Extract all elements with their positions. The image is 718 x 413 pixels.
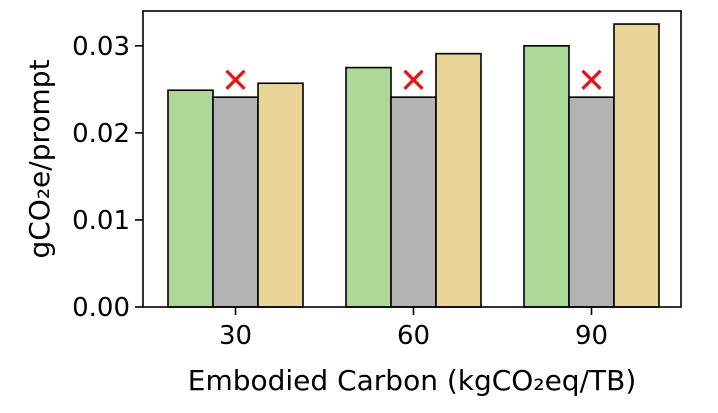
bar-90-series-2 [568,96,615,308]
bar-30-series-1 [167,89,214,308]
y-tick-label: 0.03 [72,32,130,62]
x-tick-label: 30 [219,321,252,351]
markers-layer [225,69,602,90]
bars-layer [167,23,660,308]
bar-90-series-1 [523,45,570,308]
bar-60-series-2 [390,96,437,308]
x-axis-label: Embodied Carbon (kgCO₂eq/TB) [188,364,637,397]
x-tick-label: 60 [397,321,430,351]
x-marker-30 [225,69,246,90]
plot-frame [142,10,682,308]
x-marker-60 [403,69,424,90]
x-tick-label: 90 [575,321,608,351]
y-axis-label: gCO₂e/prompt [23,59,56,258]
y-tick-label: 0.00 [72,293,130,323]
bar-30-series-3 [257,82,304,308]
x-marker-90 [581,69,602,90]
bar-60-series-1 [345,66,392,308]
x-axis: 30 60 90 [219,307,608,351]
y-tick-label: 0.02 [72,119,130,149]
bar-60-series-3 [435,52,482,308]
bar-90-series-3 [613,23,660,308]
bar-30-series-2 [212,96,259,308]
y-axis: 0.00 0.01 0.02 0.03 [72,32,143,323]
y-tick-label: 0.01 [72,206,130,236]
